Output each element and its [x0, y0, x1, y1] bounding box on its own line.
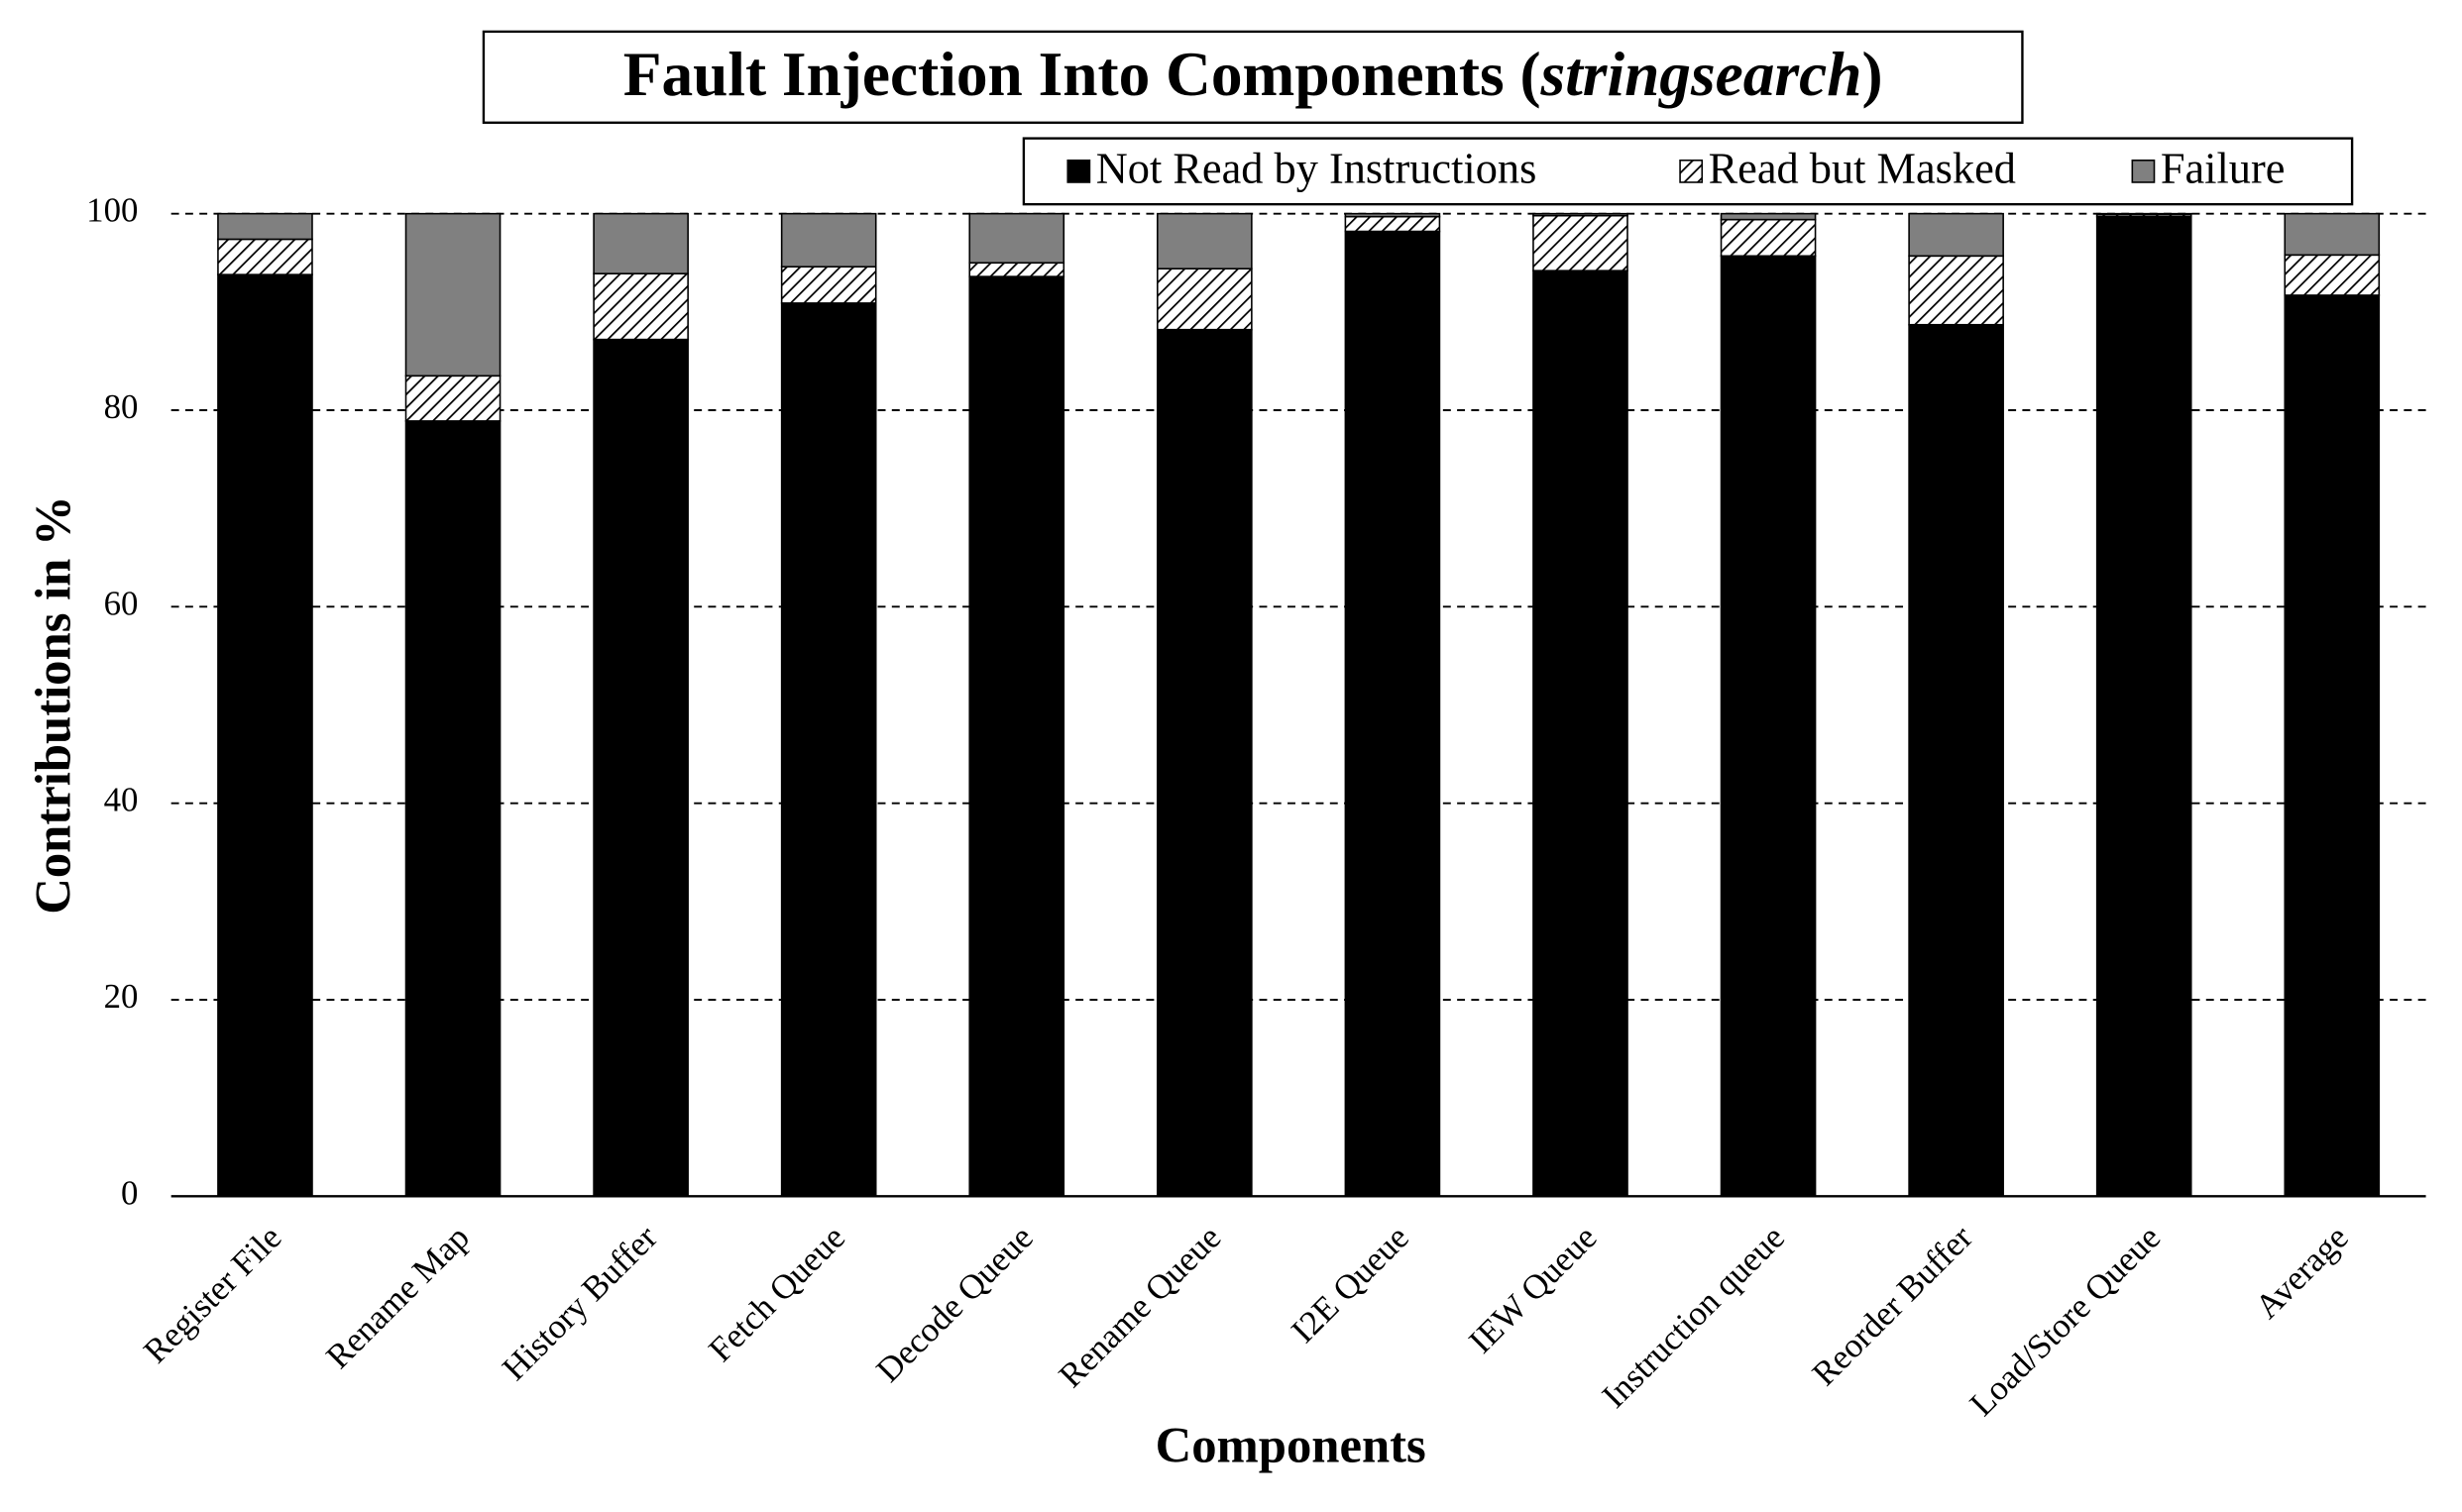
x-axis-label: Components	[1156, 1418, 1426, 1473]
bar-segment	[1157, 328, 1253, 1198]
x-tick-label: Instruction queue	[1595, 1218, 1792, 1415]
bar-segment	[404, 375, 502, 422]
bar-segment	[2284, 254, 2381, 296]
bar-segment	[1157, 268, 1253, 331]
x-tick-label: Rename Map	[318, 1218, 477, 1376]
bar-segment	[780, 266, 877, 304]
legend-label: Not Read by Instructions	[1096, 144, 1537, 193]
bar-segment	[968, 212, 1065, 265]
bar-segment	[404, 212, 502, 378]
bar-segment	[2095, 212, 2192, 216]
bar-segment	[593, 212, 689, 274]
y-tick-label: 100	[86, 191, 138, 230]
bar-segment	[2095, 215, 2192, 1198]
y-tick-label: 0	[121, 1173, 138, 1212]
bar-segment	[1532, 214, 1628, 271]
bar-segment	[1908, 212, 2004, 258]
bar-segment	[1908, 255, 2004, 326]
x-tick-label: Register File	[136, 1218, 288, 1370]
x-tick-label: IEW Queue	[1461, 1218, 1604, 1360]
bar-segment	[217, 212, 313, 241]
bar-segment	[1908, 323, 2004, 1198]
bar-segment	[968, 262, 1065, 277]
bar-segment	[968, 275, 1065, 1198]
title-segment: stringsearch	[1540, 40, 1862, 109]
y-axis-label: Contributions in %	[25, 495, 80, 915]
bar-segment	[593, 338, 689, 1198]
x-tick-label: History Buffer	[495, 1218, 665, 1388]
bar-segment	[2284, 212, 2381, 257]
bar-segment	[780, 302, 877, 1198]
bar-segment	[593, 272, 689, 341]
legend-swatch	[2131, 160, 2156, 183]
bar-segment	[1720, 255, 1817, 1198]
bar-segment	[1720, 218, 1817, 258]
legend-label: Read but Masked	[1709, 144, 2016, 193]
y-tick-label: 40	[104, 781, 139, 819]
bar-segment	[1344, 212, 1441, 218]
x-tick-label: Average	[2248, 1218, 2356, 1326]
bar-segment	[780, 212, 877, 269]
bar-segment	[1532, 270, 1628, 1198]
bar-segment	[1344, 215, 1441, 233]
legend-label: Failure	[2161, 144, 2286, 193]
bar-segment	[1720, 212, 1817, 221]
y-tick-label: 20	[104, 977, 139, 1016]
x-tick-label: I2E Queue	[1284, 1218, 1416, 1350]
bar-segment	[2284, 294, 2381, 1198]
bar-segment	[1344, 230, 1441, 1198]
y-tick-label: 80	[104, 387, 139, 426]
legend-swatch	[1066, 160, 1091, 183]
title-box	[482, 30, 2024, 124]
title-segment: )	[1861, 40, 1882, 109]
bar-segment	[1532, 212, 1628, 217]
x-tick-label: Decode Queue	[868, 1218, 1040, 1389]
x-tick-label: Load/Store Queue	[1962, 1218, 2169, 1424]
x-tick-label: Reorder Buffer	[1805, 1218, 1980, 1393]
legend-swatch	[1679, 160, 1704, 183]
title-segment: Fault Injection Into Components (	[623, 40, 1541, 109]
y-tick-label: 60	[104, 584, 139, 622]
chart-title: Fault Injection Into Components (strings…	[623, 40, 1883, 109]
bar-segment	[217, 238, 313, 275]
bar-segment	[404, 420, 502, 1198]
x-tick-label: Rename Queue	[1052, 1218, 1229, 1395]
bar-segment	[217, 273, 313, 1198]
bar-segment	[1157, 212, 1253, 270]
x-tick-label: Fetch Queue	[701, 1218, 852, 1369]
